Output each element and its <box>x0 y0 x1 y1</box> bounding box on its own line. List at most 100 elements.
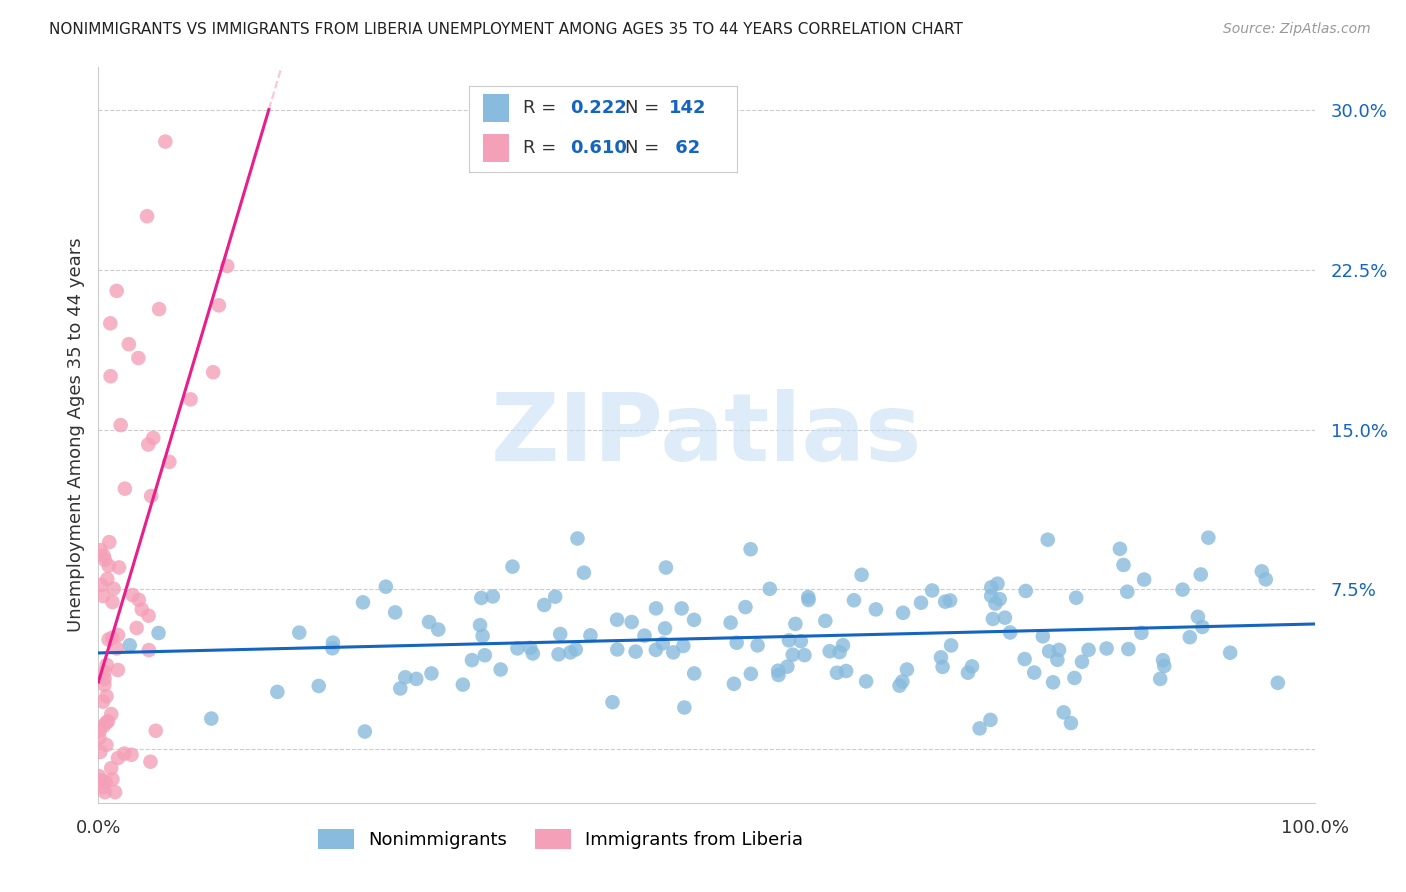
FancyBboxPatch shape <box>482 95 509 122</box>
Point <box>482 590 505 604</box>
FancyBboxPatch shape <box>482 135 509 162</box>
Point <box>654 621 676 635</box>
Point <box>93 665 115 679</box>
Point <box>93 672 115 686</box>
Point <box>758 582 780 596</box>
Point <box>579 628 602 642</box>
Point <box>96 690 118 704</box>
Point <box>1116 584 1139 599</box>
Point <box>288 625 311 640</box>
Legend: Nonimmigrants, Immigrants from Liberia: Nonimmigrants, Immigrants from Liberia <box>318 829 803 849</box>
Point <box>321 641 343 656</box>
Point <box>91 780 114 795</box>
Text: 0.222: 0.222 <box>569 99 627 117</box>
Point <box>931 660 953 674</box>
Point <box>720 615 742 630</box>
Point <box>655 560 678 574</box>
Point <box>1063 671 1085 685</box>
Point <box>101 595 124 609</box>
Point <box>1014 652 1036 666</box>
Point <box>825 665 848 680</box>
Point <box>470 591 492 605</box>
Text: N =: N = <box>624 139 665 157</box>
Point <box>418 615 440 629</box>
Point <box>200 712 222 726</box>
Point <box>1036 533 1059 547</box>
Point <box>131 602 153 616</box>
Point <box>420 666 443 681</box>
Point <box>672 639 695 653</box>
Point <box>202 365 225 379</box>
Point <box>108 560 131 574</box>
Point <box>489 663 512 677</box>
Text: 62: 62 <box>669 139 700 157</box>
Point <box>1130 625 1153 640</box>
Point <box>89 731 111 745</box>
Point <box>793 648 815 662</box>
Point <box>96 657 118 672</box>
Point <box>89 723 111 738</box>
Point <box>157 455 180 469</box>
Point <box>389 681 412 696</box>
Point <box>502 559 524 574</box>
Point <box>633 629 655 643</box>
Point <box>93 549 115 563</box>
Point <box>1112 558 1135 572</box>
Text: R =: R = <box>523 99 562 117</box>
Point <box>114 482 136 496</box>
Point <box>1149 672 1171 686</box>
Point <box>766 664 789 678</box>
Point <box>567 532 589 546</box>
Point <box>544 590 567 604</box>
Point <box>969 722 991 736</box>
Point <box>90 773 112 788</box>
Point <box>208 298 231 312</box>
Point <box>104 785 127 799</box>
Text: 0.610: 0.610 <box>569 139 627 157</box>
Point <box>105 284 128 298</box>
Point <box>128 593 150 607</box>
Point <box>1219 646 1241 660</box>
Point <box>785 616 807 631</box>
Point <box>352 595 374 609</box>
Point <box>266 685 288 699</box>
Point <box>782 648 804 662</box>
Point <box>107 663 129 677</box>
Point <box>673 700 696 714</box>
Point <box>828 645 851 659</box>
Point <box>1109 541 1132 556</box>
Point <box>107 628 129 642</box>
Point <box>1052 706 1074 720</box>
Y-axis label: Unemployment Among Ages 35 to 44 years: Unemployment Among Ages 35 to 44 years <box>66 237 84 632</box>
Point <box>136 209 159 223</box>
Point <box>889 679 911 693</box>
Point <box>112 747 135 761</box>
Point <box>121 747 143 762</box>
Point <box>740 542 762 557</box>
Point <box>835 664 858 678</box>
Point <box>1189 567 1212 582</box>
Point <box>980 589 1002 603</box>
Point <box>374 580 396 594</box>
Point <box>1133 573 1156 587</box>
Point <box>1095 641 1118 656</box>
Point <box>100 761 122 775</box>
Point <box>602 695 624 709</box>
Point <box>118 337 141 351</box>
Point <box>734 600 756 615</box>
Point <box>1178 630 1201 644</box>
Point <box>960 659 983 673</box>
Point <box>797 593 820 607</box>
Point <box>1171 582 1194 597</box>
Point <box>662 645 685 659</box>
Point <box>139 755 162 769</box>
Point <box>519 640 541 655</box>
Point <box>606 642 628 657</box>
Point <box>101 772 124 787</box>
Point <box>533 598 555 612</box>
Point <box>814 614 837 628</box>
Point <box>683 666 706 681</box>
Point <box>606 613 628 627</box>
Text: 142: 142 <box>669 99 706 117</box>
Point <box>1152 653 1174 667</box>
